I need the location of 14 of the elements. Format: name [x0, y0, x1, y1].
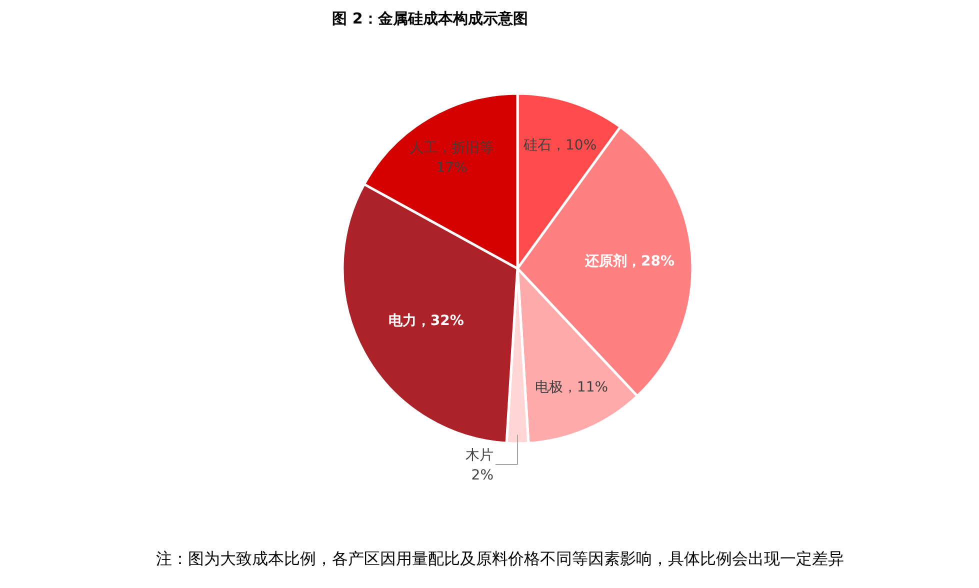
slice-label: 电力	[388, 312, 416, 329]
slice-label: 还原剂	[584, 252, 628, 270]
slice-label: 木片	[466, 448, 494, 464]
data-label: 17%	[436, 160, 468, 176]
data-label: ，28%	[627, 254, 675, 270]
slice-label: 人工，折旧等	[410, 140, 494, 156]
data-label: ，11%	[562, 379, 608, 396]
text: 注：图为大致成本比例，各产区因用量配比及原料价格不同等因素影响，具体比例会出现一定差异	[156, 549, 844, 568]
data-label: 2%	[471, 468, 494, 484]
slice-label: 电极	[534, 379, 563, 396]
chart-title: 图 2：金属硅成本构成示意图	[332, 10, 528, 28]
data-label: ，32%	[416, 312, 464, 329]
slice-label: 硅石	[522, 137, 552, 154]
data-label: ，10%	[552, 137, 597, 154]
